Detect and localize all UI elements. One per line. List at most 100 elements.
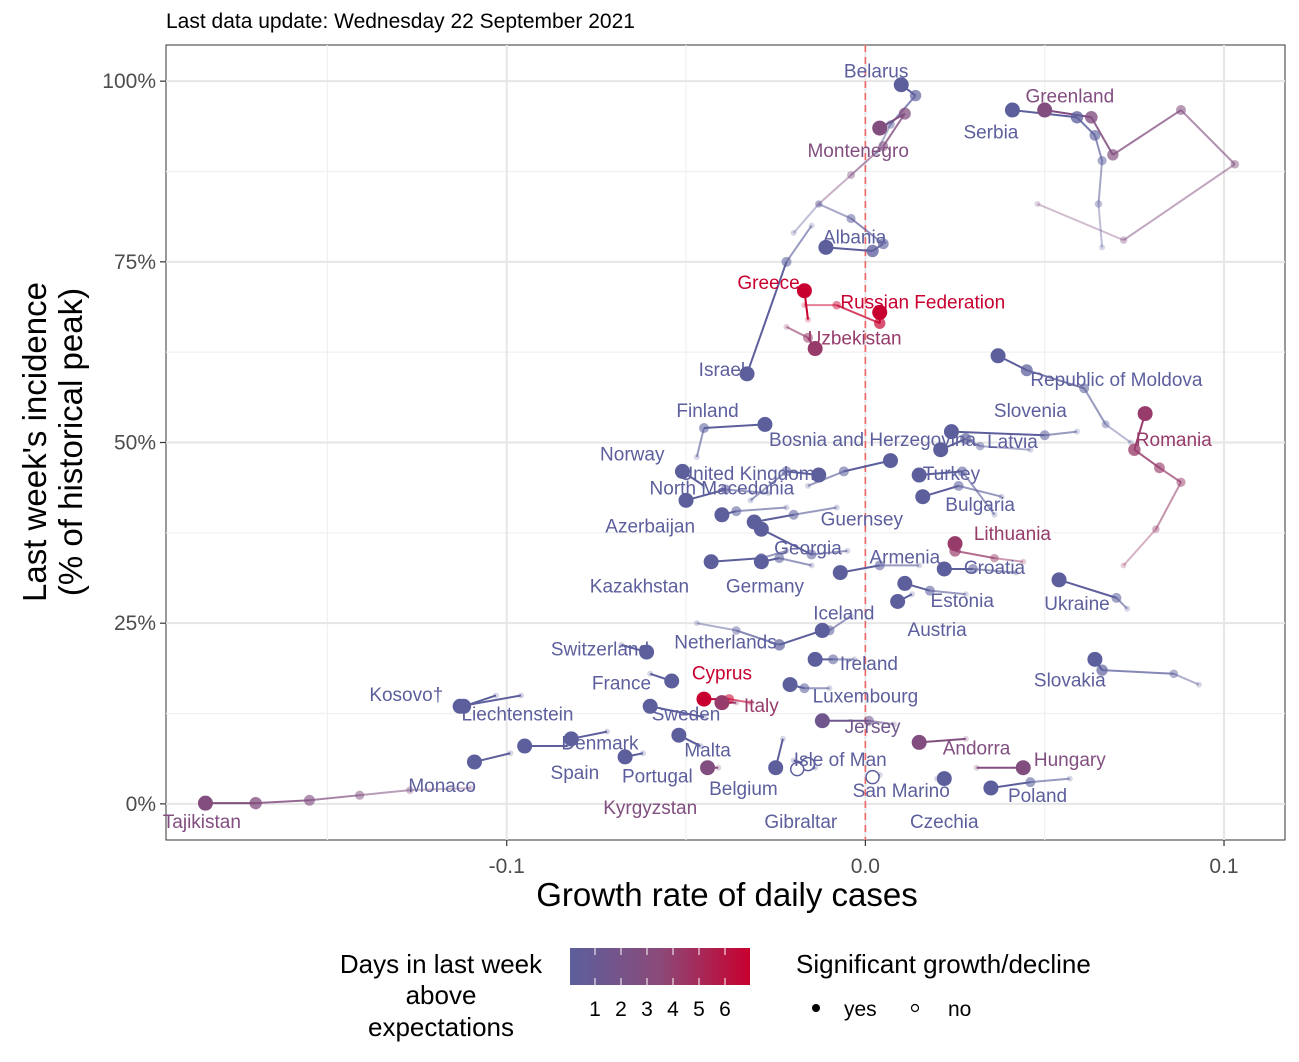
trail-segment xyxy=(749,470,788,502)
country-label: Sweden xyxy=(652,705,721,726)
current-point xyxy=(617,749,633,765)
trail-segment xyxy=(825,246,873,252)
country-label: Greenland xyxy=(1025,87,1114,108)
trail-point xyxy=(960,433,972,445)
trail-point xyxy=(700,482,707,489)
current-point xyxy=(714,695,730,711)
country-label: Kosovo† xyxy=(369,685,443,706)
trail-point xyxy=(518,692,525,699)
current-point xyxy=(700,760,716,776)
chart-subtitle: Last data update: Wednesday 22 September… xyxy=(166,10,635,33)
country-label: Netherlands xyxy=(674,632,776,653)
country-label: Uzbekistan xyxy=(808,329,902,350)
current-point xyxy=(832,565,848,581)
trail-segment xyxy=(972,567,1017,574)
x-axis-ticks: -0.1 0.0 0.1 xyxy=(489,840,1239,878)
trail-point xyxy=(998,493,1005,500)
current-point xyxy=(517,738,533,754)
country-label: San Marino xyxy=(853,781,950,802)
country-points xyxy=(197,77,1240,811)
trail-point xyxy=(962,735,969,742)
trail-point xyxy=(975,441,985,451)
trail-point xyxy=(1027,446,1034,453)
current-point xyxy=(1087,651,1103,667)
y-axis-ticks: 0% 25% 50% 75% 100% xyxy=(102,70,166,816)
shape-legend: Significant growth/decline yes no xyxy=(796,949,1091,1021)
country-label: Israel xyxy=(699,360,745,381)
current-point xyxy=(753,521,769,537)
current-point-hollow xyxy=(789,761,805,777)
trail-point xyxy=(1169,669,1179,679)
current-point xyxy=(890,594,906,609)
current-point xyxy=(872,304,888,320)
trail-point xyxy=(720,484,731,495)
trail-point xyxy=(1154,462,1165,474)
country-label: Lithuania xyxy=(974,524,1052,545)
shape-legend-title: Significant growth/decline xyxy=(796,949,1091,979)
trail-point xyxy=(808,562,815,569)
trail-point xyxy=(847,171,856,180)
trail-segment xyxy=(1037,203,1124,242)
trail-point xyxy=(1120,562,1127,569)
trail-segment xyxy=(954,549,995,560)
current-point xyxy=(936,561,952,577)
country-label: Iceland xyxy=(813,603,874,624)
current-point xyxy=(796,283,812,299)
trail-point xyxy=(1176,477,1186,487)
trail-point xyxy=(886,120,895,129)
trail-point xyxy=(304,794,315,806)
color-legend-title-line3: expectations xyxy=(368,1012,514,1042)
trail-point xyxy=(801,302,808,309)
trail-point xyxy=(833,504,840,511)
trail-segment xyxy=(850,217,884,245)
current-point xyxy=(807,341,823,357)
trail-point xyxy=(1089,129,1101,141)
current-point xyxy=(893,77,909,93)
y-tick-label: 25% xyxy=(114,612,156,635)
current-point xyxy=(696,691,712,707)
trail-point xyxy=(1020,558,1027,565)
country-label: Republic of Moldova xyxy=(1030,370,1203,391)
current-point xyxy=(814,713,830,729)
trail-point xyxy=(731,506,742,517)
color-scale-label: 1 xyxy=(589,998,601,1021)
trail-point xyxy=(846,213,856,224)
trail-point xyxy=(909,89,922,102)
legend-hollow-dot xyxy=(910,1003,920,1013)
trail-segment xyxy=(875,124,892,154)
country-label: France xyxy=(592,673,651,694)
trail-segment xyxy=(1123,163,1236,241)
current-point xyxy=(807,651,823,667)
x-tick-label: 0.1 xyxy=(1209,855,1238,878)
trail-segment xyxy=(746,261,788,375)
country-label: Malta xyxy=(684,741,731,762)
y-axis-title-line1: Last week's incidence xyxy=(16,282,53,602)
country-label: Belgium xyxy=(709,779,778,800)
country-label: Andorra xyxy=(943,738,1011,759)
trail-point xyxy=(564,743,571,750)
trail-point xyxy=(806,549,817,560)
current-point xyxy=(678,492,694,508)
current-point xyxy=(642,698,658,714)
current-point xyxy=(753,554,769,570)
trail-point xyxy=(953,480,964,491)
current-point xyxy=(703,554,719,570)
trail-point xyxy=(733,699,740,706)
country-label: Turkey xyxy=(923,464,981,485)
trail-segment xyxy=(1112,109,1182,156)
country-label: Russian Federation xyxy=(840,293,1005,314)
trail-point xyxy=(1085,110,1098,124)
country-label: Luxembourg xyxy=(813,686,919,707)
trail-point xyxy=(1096,664,1108,676)
country-label: Montenegro xyxy=(807,141,908,162)
current-point xyxy=(943,424,959,440)
country-label: Kyrgyzstan xyxy=(603,798,697,819)
trail-point xyxy=(731,626,741,635)
y-tick-label: 75% xyxy=(114,251,156,274)
current-point xyxy=(563,731,579,747)
current-point xyxy=(664,673,680,689)
country-label: Portugal xyxy=(622,767,693,788)
trail-point xyxy=(1070,111,1084,124)
country-label: Estonia xyxy=(931,591,995,612)
trail-segment xyxy=(696,622,737,632)
